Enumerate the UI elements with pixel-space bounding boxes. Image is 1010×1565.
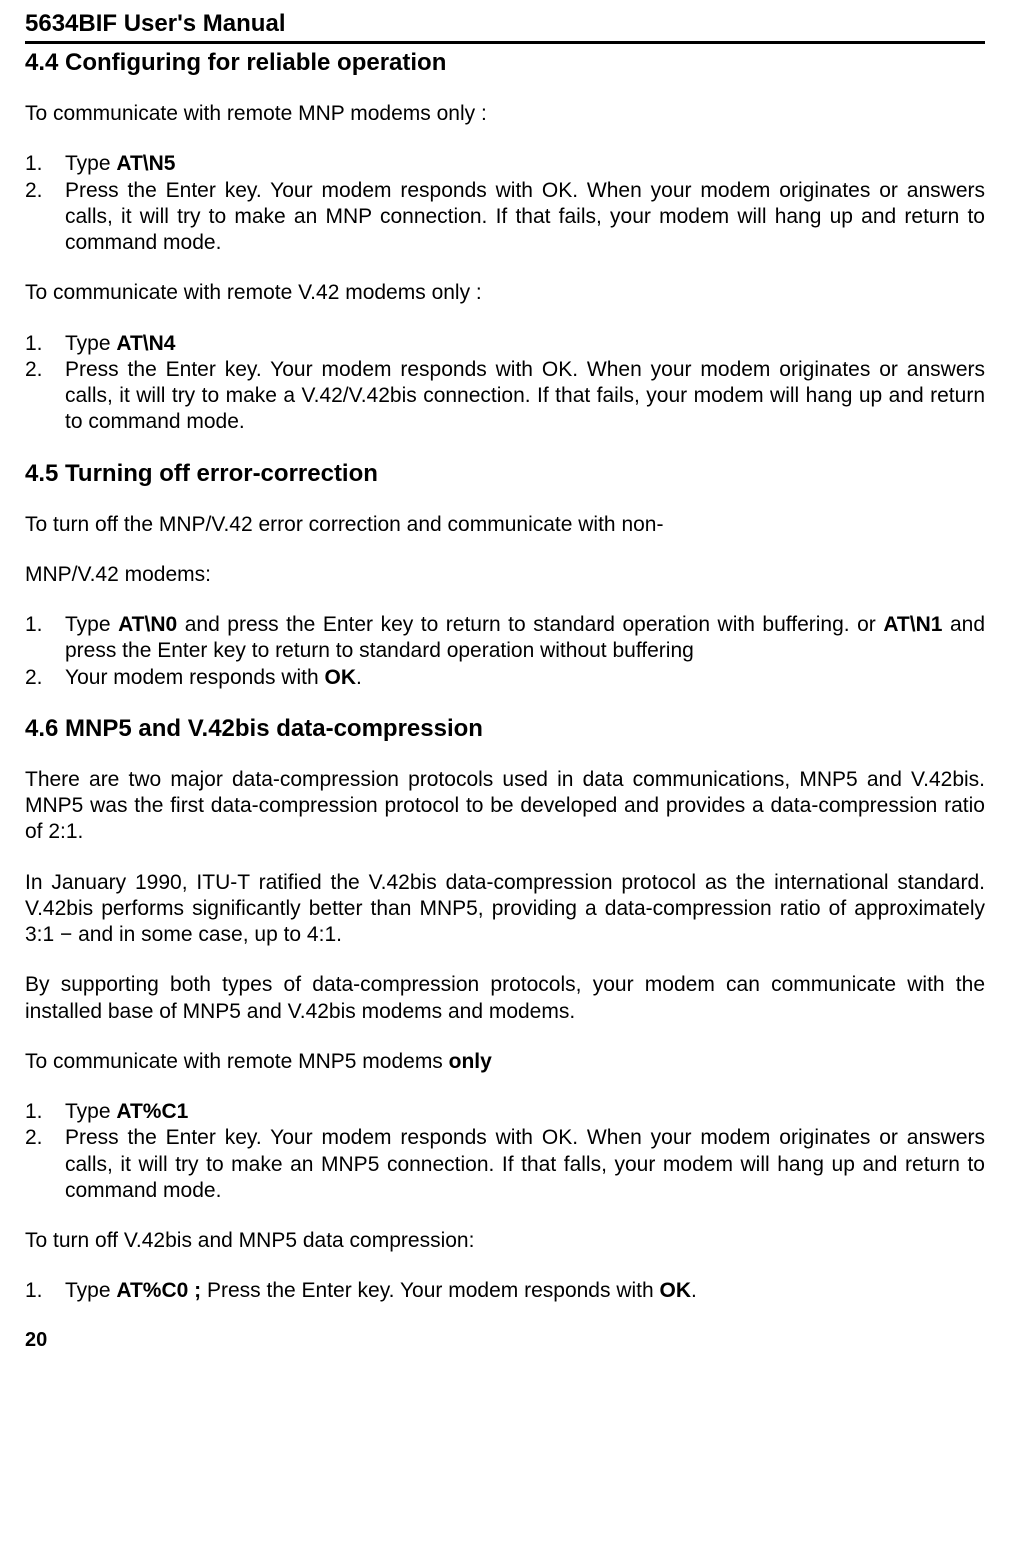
section-4-6-list2: 1. Type AT%C0 ; Press the Enter key. You…: [25, 1278, 985, 1304]
list-number: 2.: [25, 1125, 65, 1204]
list-content: Type AT%C1: [65, 1099, 985, 1125]
ok-text: OK: [660, 1279, 692, 1302]
list-number: 2.: [25, 178, 65, 257]
list-item: 2. Your modem responds with OK.: [25, 665, 985, 691]
header-title: 5634BIF User's Manual: [25, 10, 985, 41]
list-item: 2. Press the Enter key. Your modem respo…: [25, 1125, 985, 1204]
section-4-5-list: 1. Type AT\N0 and press the Enter key to…: [25, 612, 985, 691]
list-item: 2. Press the Enter key. Your modem respo…: [25, 178, 985, 257]
section-4-4-heading: 4.4 Configuring for reliable operation: [25, 49, 985, 77]
section-4-4-intro2: To communicate with remote V.42 modems o…: [25, 280, 985, 306]
list-item: 1. Type AT\N4: [25, 331, 985, 357]
text: Type: [65, 613, 118, 636]
ok-text: OK: [325, 666, 357, 689]
list-number: 2.: [25, 665, 65, 691]
text: Type: [65, 152, 116, 175]
section-4-6-intro1: To communicate with remote MNP5 modems o…: [25, 1049, 985, 1075]
text: and press the Enter key to return to sta…: [177, 613, 883, 636]
command-text: AT\N4: [116, 332, 175, 355]
list-content: Type AT\N5: [65, 151, 985, 177]
bold-text: only: [449, 1050, 492, 1073]
command-text: AT%C1: [116, 1100, 188, 1123]
text: .: [356, 666, 362, 689]
list-content: Press the Enter key. Your modem responds…: [65, 357, 985, 436]
list-content: Your modem responds with OK.: [65, 665, 985, 691]
command-text: AT%C0 ;: [116, 1279, 201, 1302]
text: Your modem responds with: [65, 666, 325, 689]
list-item: 1. Type AT%C1: [25, 1099, 985, 1125]
command-text: AT\N1: [883, 613, 942, 636]
text: Type: [65, 1100, 116, 1123]
list-number: 1.: [25, 151, 65, 177]
section-4-5-intro1: To turn off the MNP/V.42 error correctio…: [25, 512, 985, 538]
list-item: 1. Type AT\N0 and press the Enter key to…: [25, 612, 985, 665]
section-4-6-list1: 1. Type AT%C1 2. Press the Enter key. Yo…: [25, 1099, 985, 1204]
command-text: AT\N0: [118, 613, 177, 636]
command-text: AT\N5: [116, 152, 175, 175]
list-content: Type AT%C0 ; Press the Enter key. Your m…: [65, 1278, 985, 1304]
section-4-4-list1: 1. Type AT\N5 2. Press the Enter key. Yo…: [25, 151, 985, 256]
list-number: 1.: [25, 612, 65, 665]
section-4-6-para3: By supporting both types of data-compres…: [25, 972, 985, 1025]
section-4-4-intro1: To communicate with remote MNP modems on…: [25, 101, 985, 127]
section-4-6-para1: There are two major data-compression pro…: [25, 767, 985, 846]
list-content: Type AT\N4: [65, 331, 985, 357]
section-4-6-heading: 4.6 MNP5 and V.42bis data-compression: [25, 715, 985, 743]
section-4-5-heading: 4.5 Turning off error-correction: [25, 460, 985, 488]
list-item: 1. Type AT\N5: [25, 151, 985, 177]
list-content: Press the Enter key. Your modem responds…: [65, 178, 985, 257]
text: .: [691, 1279, 697, 1302]
list-item: 2. Press the Enter key. Your modem respo…: [25, 357, 985, 436]
page-number: 20: [25, 1329, 985, 1352]
text: To communicate with remote MNP5 modems: [25, 1050, 449, 1073]
list-number: 2.: [25, 357, 65, 436]
section-4-5-intro2: MNP/V.42 modems:: [25, 562, 985, 588]
list-number: 1.: [25, 331, 65, 357]
section-4-6-intro2: To turn off V.42bis and MNP5 data compre…: [25, 1228, 985, 1254]
section-4-4-list2: 1. Type AT\N4 2. Press the Enter key. Yo…: [25, 331, 985, 436]
list-content: Type AT\N0 and press the Enter key to re…: [65, 612, 985, 665]
list-content: Press the Enter key. Your modem responds…: [65, 1125, 985, 1204]
header-separator: [25, 41, 985, 44]
section-4-6-para2: In January 1990, ITU-T ratified the V.42…: [25, 870, 985, 949]
text: Type: [65, 1279, 116, 1302]
text: Press the Enter key. Your modem responds…: [201, 1279, 659, 1302]
list-number: 1.: [25, 1278, 65, 1304]
list-item: 1. Type AT%C0 ; Press the Enter key. You…: [25, 1278, 985, 1304]
text: Type: [65, 332, 116, 355]
list-number: 1.: [25, 1099, 65, 1125]
